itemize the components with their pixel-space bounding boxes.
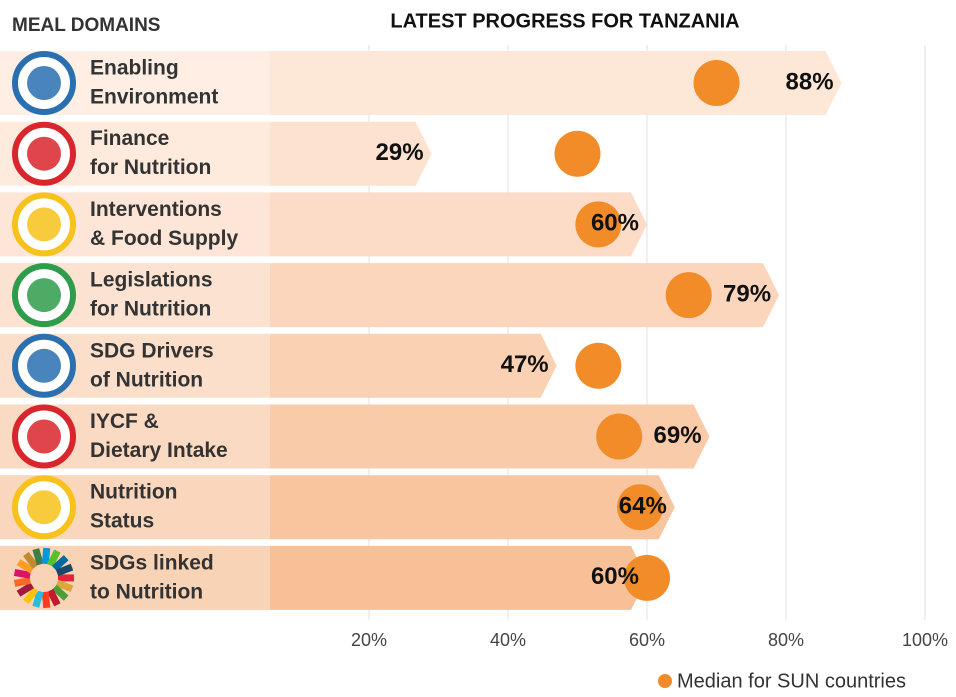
category-label: Status (90, 510, 154, 533)
median-dot (665, 272, 712, 319)
icon-inner (27, 278, 61, 313)
x-tick-label: 100% (902, 630, 948, 650)
category-label: Dietary Intake (90, 439, 228, 462)
legend-dot (658, 674, 672, 688)
icon-inner (27, 136, 61, 171)
category-label: Enabling (90, 57, 179, 80)
value-label: 88% (786, 68, 834, 95)
icon-segment (41, 547, 51, 565)
icon-inner (27, 490, 61, 525)
median-dot (596, 413, 643, 460)
legend-label: Median for SUN countries (677, 670, 906, 692)
category-label: Environment (90, 86, 218, 109)
category-label: to Nutrition (90, 580, 203, 603)
bar (270, 545, 647, 610)
chart-title: LATEST PROGRESS FOR TANZANIA (390, 10, 739, 32)
bar (270, 333, 557, 398)
icon-inner (27, 419, 61, 454)
icon-inner (27, 66, 61, 100)
icon-segment (55, 579, 74, 593)
icon-inner (27, 348, 61, 383)
value-label: 64% (619, 493, 667, 520)
category-label: Legislations (90, 269, 213, 292)
category-label: Interventions (90, 198, 222, 221)
category-label: Nutrition (90, 481, 177, 504)
value-label: 47% (501, 351, 549, 378)
icon-segment (23, 586, 39, 604)
icon-segment (51, 555, 69, 572)
category-label: SDG Drivers (90, 339, 214, 362)
median-dot (693, 60, 740, 106)
icon-segment (13, 568, 31, 579)
median-dot (617, 484, 664, 531)
x-tick-label: 80% (768, 630, 804, 650)
bar (270, 475, 675, 540)
bar (270, 263, 780, 328)
icon-segment (13, 577, 31, 587)
header: MEAL DOMAINS (12, 15, 160, 36)
value-label: 69% (654, 422, 702, 449)
bar (270, 121, 432, 186)
icon-segment (51, 584, 69, 601)
icon-segment (16, 559, 34, 574)
icon-segment (41, 591, 51, 609)
value-label: 79% (723, 280, 771, 307)
x-tick-label: 20% (351, 630, 387, 650)
median-dot (575, 342, 622, 389)
bar (270, 404, 710, 469)
icon-segment (32, 548, 44, 566)
x-tick-label: 40% (490, 630, 526, 650)
median-dot (575, 201, 622, 248)
category-label: IYCF & (90, 410, 159, 433)
icon-segment (47, 588, 61, 607)
icon-segment (55, 563, 74, 577)
x-tick-label: 60% (629, 630, 665, 650)
icon-segment (47, 549, 61, 567)
bar (270, 51, 842, 115)
icon-inner (27, 207, 61, 242)
value-label: 60% (591, 210, 639, 237)
category-label: SDGs linked (90, 551, 214, 574)
icon-segment (16, 582, 34, 597)
category-label: of Nutrition (90, 368, 203, 391)
median-dot (624, 554, 670, 601)
category-label: for Nutrition (90, 298, 211, 321)
category-label: & Food Supply (90, 227, 238, 250)
category-label: Finance (90, 127, 169, 150)
icon-segment (32, 590, 44, 608)
bar (270, 192, 647, 257)
median-dot (554, 130, 601, 177)
value-label: 60% (591, 563, 639, 590)
category-label: for Nutrition (90, 156, 211, 179)
icon-segment (23, 551, 39, 569)
value-label: 29% (376, 139, 424, 166)
